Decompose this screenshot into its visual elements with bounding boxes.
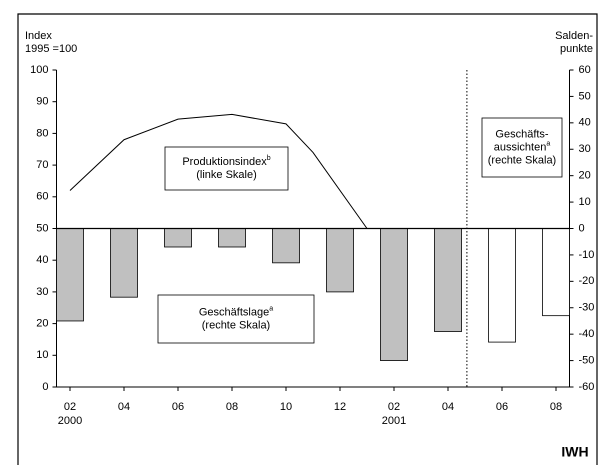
y2-tick-label: 50: [579, 90, 591, 102]
y2-axis-title: punkte: [560, 43, 593, 55]
frame: [17, 13, 598, 465]
y-tick-label: 50: [36, 222, 48, 234]
source: IWH: [561, 444, 588, 460]
x-tick-label: 12: [334, 401, 346, 413]
bar: [164, 228, 192, 248]
x-tick-label: 06: [496, 401, 508, 413]
y2-tick-label: 30: [579, 143, 591, 155]
y-tick-label: 20: [36, 318, 48, 330]
bar: [326, 228, 354, 293]
bar: [218, 228, 246, 248]
series-name: Geschäfts-: [495, 128, 549, 140]
x-tick-label: 04: [442, 401, 454, 413]
x-tick-label: 04: [118, 401, 130, 413]
y-tick-label: 100: [30, 64, 48, 76]
y2-tick-label: -10: [579, 249, 595, 261]
bar: [56, 228, 84, 322]
y-tick-label: 30: [36, 286, 48, 298]
series-name: aussichtena: [494, 140, 551, 153]
y2-tick-label: 0: [579, 222, 585, 234]
y2-tick-label: -20: [579, 275, 595, 287]
y-tick-label: 60: [36, 191, 48, 203]
series-name: Produktionsindexb: [182, 155, 270, 168]
bar: [110, 228, 138, 298]
y2-tick-label: -40: [579, 328, 595, 340]
y2-axis-title: Salden-: [555, 30, 593, 42]
y-tick-label: 0: [42, 381, 48, 393]
bar: [434, 228, 462, 332]
y2-tick-label: -30: [579, 302, 595, 314]
y2-tick-label: 40: [579, 117, 591, 129]
series-label-box: [481, 117, 563, 178]
y-axis-title: 1995 =100: [25, 43, 77, 55]
series-name: Geschäftslagea: [199, 305, 273, 318]
y-axis-title: Index: [25, 30, 52, 42]
footnote-mark: a: [546, 140, 550, 147]
footnote-mark: b: [267, 155, 271, 162]
scale-note: (linke Skale): [196, 169, 257, 181]
series-name-text: Geschäfts-: [495, 128, 549, 140]
year-label: 2001: [382, 415, 406, 427]
year-label: 2000: [58, 415, 82, 427]
footnote-mark: a: [269, 305, 273, 312]
y2-tick-label: -50: [579, 354, 595, 366]
series-name-text: Produktionsindex: [182, 156, 267, 168]
scale-note: (rechte Skala): [488, 154, 556, 166]
series-label-box: [164, 146, 289, 191]
y2-tick-label: 10: [579, 196, 591, 208]
x-tick-label: 08: [550, 401, 562, 413]
bar: [542, 228, 570, 317]
y-tick-label: 40: [36, 254, 48, 266]
y-tick-label: 70: [36, 159, 48, 171]
series-name-text: aussichten: [494, 141, 547, 153]
y2-tick-label: 20: [579, 170, 591, 182]
x-tick-label: 08: [226, 401, 238, 413]
y2-tick-label: -60: [579, 381, 595, 393]
scale-note: (rechte Skala): [202, 319, 270, 331]
y-tick-label: 10: [36, 349, 48, 361]
x-tick-label: 06: [172, 401, 184, 413]
bar: [488, 228, 516, 343]
bar: [272, 228, 300, 264]
y-tick-label: 90: [36, 96, 48, 108]
y-tick-label: 80: [36, 127, 48, 139]
series-name-text: Geschäftslage: [199, 306, 269, 318]
x-tick-label: 02: [64, 401, 76, 413]
series-label-box: [157, 294, 315, 344]
x-tick-label: 02: [388, 401, 400, 413]
line: [69, 113, 368, 229]
bar: [380, 228, 408, 361]
y2-tick-label: 60: [579, 64, 591, 76]
x-tick-label: 10: [280, 401, 292, 413]
